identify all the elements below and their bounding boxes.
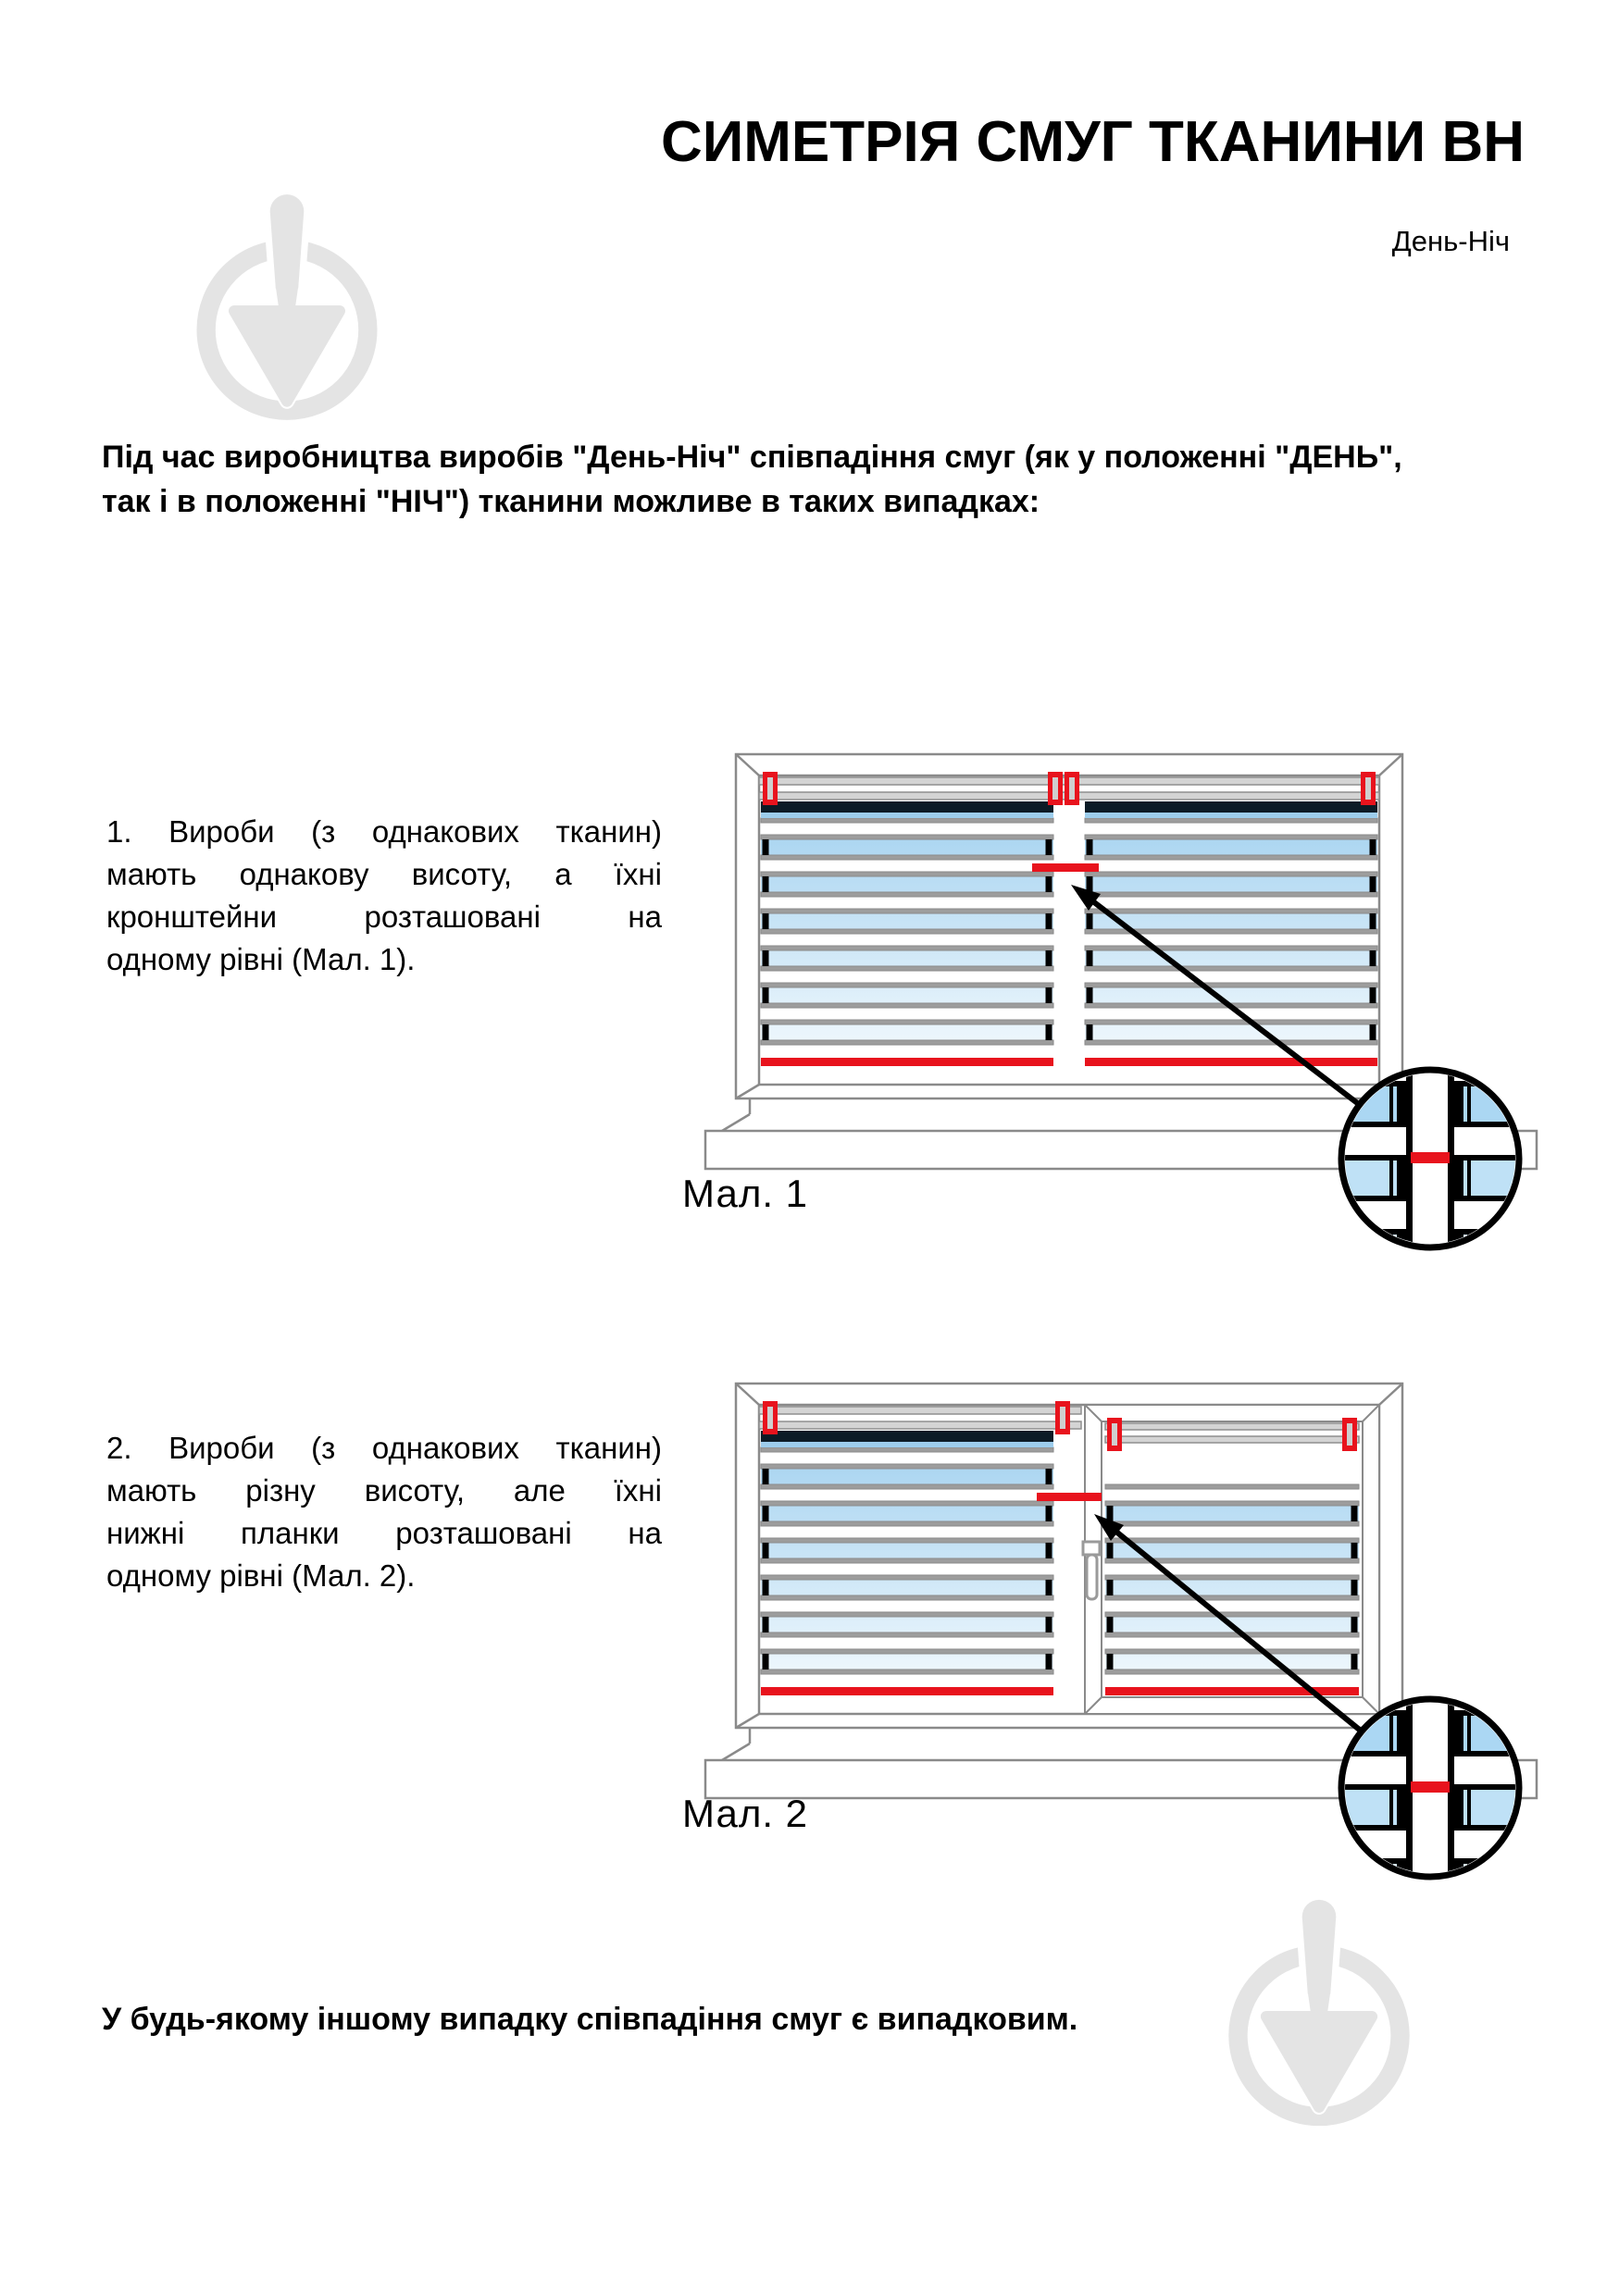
intro-line: так і в положенні "НІЧ") тканини можливе… (102, 484, 1040, 519)
stripe-alignment-line (1037, 1493, 1102, 1501)
trowel-circle-logo-watermark-top (196, 189, 378, 420)
bottom-bar (1085, 1058, 1377, 1066)
mounting-bracket (763, 1401, 778, 1434)
intro-paragraph: Під час виробництва виробів "День-Ніч" с… (102, 435, 1402, 524)
bottom-bar (1105, 1687, 1359, 1695)
item-2-paragraph: 2. Вироби (з однакових тканин) мають різ… (106, 1427, 662, 1597)
pointer-arrow (1094, 1514, 1364, 1734)
stripe-alignment-detail-magnifier (1338, 1066, 1523, 1251)
mounting-bracket (1342, 1418, 1357, 1451)
figure-2-label: Мал. 2 (682, 1792, 809, 1835)
mounting-brackets (763, 1401, 1357, 1451)
figure-2-illustration (704, 1382, 1538, 1880)
item-2-line: одному рівні (Мал. 2). (106, 1558, 416, 1593)
figure-1-illustration (704, 752, 1538, 1251)
item-1-line: мають однакову висоту, а їхні (106, 857, 662, 891)
mounting-bracket (1107, 1418, 1122, 1451)
item-2-line: нижні планки розташовані на (106, 1516, 662, 1550)
mounting-bracket (1055, 1401, 1070, 1434)
right-blind (1084, 801, 1378, 1066)
right-blind (1104, 1422, 1360, 1695)
pointer-arrow (1071, 885, 1362, 1108)
mounting-bracket (1065, 772, 1079, 805)
item-2-line: 2. Вироби (з однакових тканин) (106, 1431, 662, 1465)
mounting-brackets (763, 772, 1376, 805)
top-dark-stripe (1085, 801, 1377, 813)
window-handle (1081, 1540, 1102, 1601)
bottom-bar (761, 1058, 1053, 1066)
top-dark-stripe (761, 801, 1053, 813)
trowel-icon (1258, 1893, 1380, 2115)
mounting-bracket (1048, 772, 1063, 805)
item-1-line: 1. Вироби (з однакових тканин) (106, 814, 662, 849)
left-blind (760, 801, 1054, 1066)
head-rail (758, 1406, 1082, 1430)
trowel-circle-logo-watermark-bottom (1228, 1893, 1410, 2127)
page-subtitle: День-Ніч (1391, 225, 1510, 257)
figure-1-label: Мал. 1 (682, 1172, 809, 1215)
left-blind (760, 1431, 1054, 1695)
bottom-bar (761, 1687, 1053, 1695)
stripe-alignment-line (1032, 863, 1099, 872)
trowel-icon (226, 189, 348, 409)
item-2-line: мають різну висоту, але їхні (106, 1473, 662, 1508)
mounting-bracket (1361, 772, 1376, 805)
item-1-paragraph: 1. Вироби (з однакових тканин) мають одн… (106, 811, 662, 981)
intro-line: Під час виробництва виробів "День-Ніч" с… (102, 440, 1402, 475)
stripe-alignment-detail-magnifier (1338, 1695, 1523, 1880)
footer-note: У будь-якому іншому випадку співпадіння … (102, 2002, 1078, 2037)
item-1-line: одному рівні (Мал. 1). (106, 942, 416, 976)
mounting-bracket (763, 772, 778, 805)
item-1-line: кронштейни розташовані на (106, 900, 662, 934)
page-title: СИМЕТРІЯ СМУГ ТКАНИНИ ВН (660, 110, 1525, 174)
head-rail (1104, 1422, 1360, 1444)
top-dark-stripe (761, 1431, 1053, 1442)
